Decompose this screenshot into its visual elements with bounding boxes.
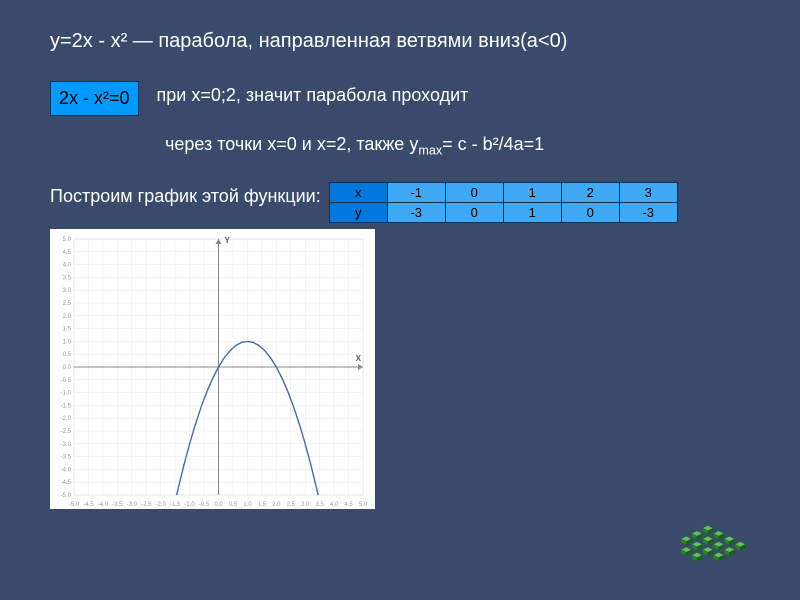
svg-text:-5.0: -5.0 bbox=[61, 493, 72, 499]
svg-text:1.0: 1.0 bbox=[243, 502, 252, 508]
svg-text:-4.5: -4.5 bbox=[83, 502, 94, 508]
table-cell: 0 bbox=[445, 182, 503, 202]
svg-text:5.0: 5.0 bbox=[63, 237, 72, 243]
equation-box: 2x - x²=0 bbox=[50, 81, 139, 116]
plot-label: Построим график этой функции: bbox=[50, 186, 321, 207]
svg-text:-4.0: -4.0 bbox=[61, 467, 72, 473]
table-cell: -1 bbox=[387, 182, 445, 202]
svg-text:-0.5: -0.5 bbox=[61, 377, 72, 383]
svg-text:4.5: 4.5 bbox=[344, 502, 353, 508]
svg-text:-1.5: -1.5 bbox=[61, 403, 72, 409]
table-cell: 0 bbox=[561, 202, 619, 222]
values-table: x-10123y-3010-3 bbox=[329, 182, 678, 223]
table-cell: 2 bbox=[561, 182, 619, 202]
svg-text:-4.0: -4.0 bbox=[98, 502, 109, 508]
svg-text:-0.5: -0.5 bbox=[199, 502, 210, 508]
table-cell: 1 bbox=[503, 182, 561, 202]
svg-text:-1.0: -1.0 bbox=[184, 502, 195, 508]
svg-text:0.5: 0.5 bbox=[229, 502, 238, 508]
svg-text:-3.5: -3.5 bbox=[61, 454, 72, 460]
chart: -5.0-4.5-4.0-3.5-3.0-2.5-2.0-1.5-1.0-0.5… bbox=[50, 229, 375, 509]
svg-text:3.0: 3.0 bbox=[301, 502, 310, 508]
svg-text:3.5: 3.5 bbox=[315, 502, 324, 508]
svg-text:Y: Y bbox=[225, 236, 231, 245]
line2-a: через точки x=0 и x=2, также y bbox=[165, 134, 418, 154]
svg-text:-3.5: -3.5 bbox=[112, 502, 123, 508]
svg-text:2.0: 2.0 bbox=[63, 313, 72, 319]
svg-text:1.0: 1.0 bbox=[63, 339, 72, 345]
svg-text:-3.0: -3.0 bbox=[127, 502, 138, 508]
table-header-x: x bbox=[329, 182, 387, 202]
table-header-y: y bbox=[329, 202, 387, 222]
equation-row: 2x - x²=0 при x=0;2, значит парабола про… bbox=[50, 81, 750, 116]
svg-text:-3.0: -3.0 bbox=[61, 441, 72, 447]
svg-text:-2.0: -2.0 bbox=[156, 502, 167, 508]
svg-text:X: X bbox=[356, 354, 362, 363]
svg-text:1.5: 1.5 bbox=[63, 326, 72, 332]
table-cell: -3 bbox=[387, 202, 445, 222]
svg-text:-2.5: -2.5 bbox=[141, 502, 152, 508]
table-cell: 1 bbox=[503, 202, 561, 222]
table-cell: -3 bbox=[619, 202, 677, 222]
svg-text:1.5: 1.5 bbox=[258, 502, 267, 508]
maze-icon bbox=[670, 515, 760, 570]
svg-text:5.0: 5.0 bbox=[359, 502, 368, 508]
svg-text:4.5: 4.5 bbox=[63, 249, 72, 255]
svg-text:-4.5: -4.5 bbox=[61, 480, 72, 486]
line2-b: = c - b²/4a=1 bbox=[442, 134, 544, 154]
svg-text:0.0: 0.0 bbox=[63, 365, 72, 371]
slide-title: y=2x - x² — парабола, направленная ветвя… bbox=[50, 30, 750, 53]
table-cell: 3 bbox=[619, 182, 677, 202]
svg-text:-2.0: -2.0 bbox=[61, 416, 72, 422]
svg-text:-2.5: -2.5 bbox=[61, 429, 72, 435]
svg-text:2.5: 2.5 bbox=[287, 502, 296, 508]
svg-text:3.0: 3.0 bbox=[63, 288, 72, 294]
svg-text:-1.5: -1.5 bbox=[170, 502, 181, 508]
table-cell: 0 bbox=[445, 202, 503, 222]
svg-text:4.0: 4.0 bbox=[63, 262, 72, 268]
equation-text-2: через точки x=0 и x=2, также ymax= c - b… bbox=[165, 134, 750, 158]
plot-row: Построим график этой функции: x-10123y-3… bbox=[50, 182, 750, 223]
line2-sub: max bbox=[418, 144, 442, 158]
svg-text:0.5: 0.5 bbox=[63, 352, 72, 358]
svg-text:0.0: 0.0 bbox=[214, 502, 223, 508]
svg-text:-1.0: -1.0 bbox=[61, 390, 72, 396]
svg-text:2.0: 2.0 bbox=[272, 502, 281, 508]
equation-text-1: при x=0;2, значит парабола проходит bbox=[157, 81, 469, 110]
svg-text:2.5: 2.5 bbox=[63, 301, 72, 307]
svg-text:4.0: 4.0 bbox=[330, 502, 339, 508]
svg-text:3.5: 3.5 bbox=[63, 275, 72, 281]
svg-text:-5.0: -5.0 bbox=[69, 502, 80, 508]
